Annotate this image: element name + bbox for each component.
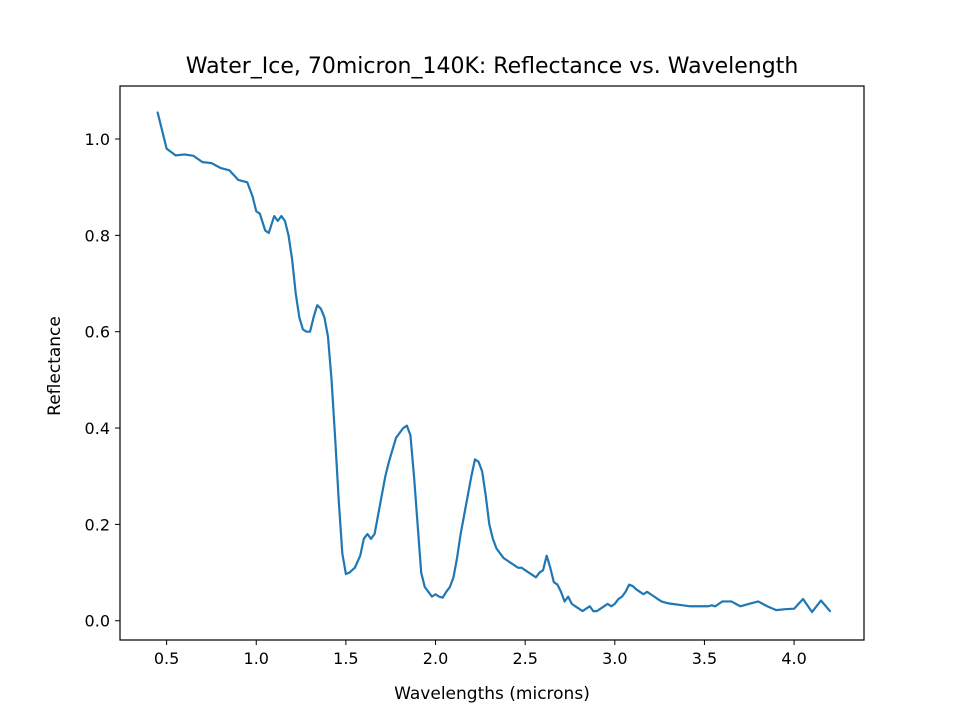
y-tick-label: 0.2: [85, 515, 110, 534]
y-tick-label: 0.0: [85, 612, 110, 631]
x-axis-label: Wavelengths (microns): [394, 684, 590, 704]
x-axis-ticks: 0.5 1.0 1.5 2.0 2.5 3.0 3.5 4.0: [154, 640, 807, 668]
plot-frame: [119, 85, 865, 641]
x-tick-label: 2.5: [512, 649, 537, 668]
series-line-0: [156, 111, 832, 614]
y-tick-label: 1.0: [85, 130, 110, 149]
y-tick-label: 0.6: [85, 323, 110, 342]
y-axis-label: Reflectance: [45, 316, 65, 416]
x-tick-label: 3.0: [602, 649, 627, 668]
chart-title: Water_Ice, 70micron_140K: Reflectance vs…: [186, 54, 799, 79]
x-tick-label: 2.0: [423, 649, 448, 668]
x-tick-label: 0.5: [154, 649, 179, 668]
y-tick-label: 0.4: [85, 419, 110, 438]
y-axis-ticks: 0.0 0.2 0.4 0.6 0.8 1.0: [85, 130, 120, 631]
x-tick-label: 1.5: [333, 649, 358, 668]
y-tick-label: 0.8: [85, 226, 110, 245]
x-tick-label: 3.5: [692, 649, 717, 668]
plot-area: [156, 111, 832, 614]
x-tick-label: 1.0: [244, 649, 269, 668]
x-tick-label: 4.0: [781, 649, 806, 668]
